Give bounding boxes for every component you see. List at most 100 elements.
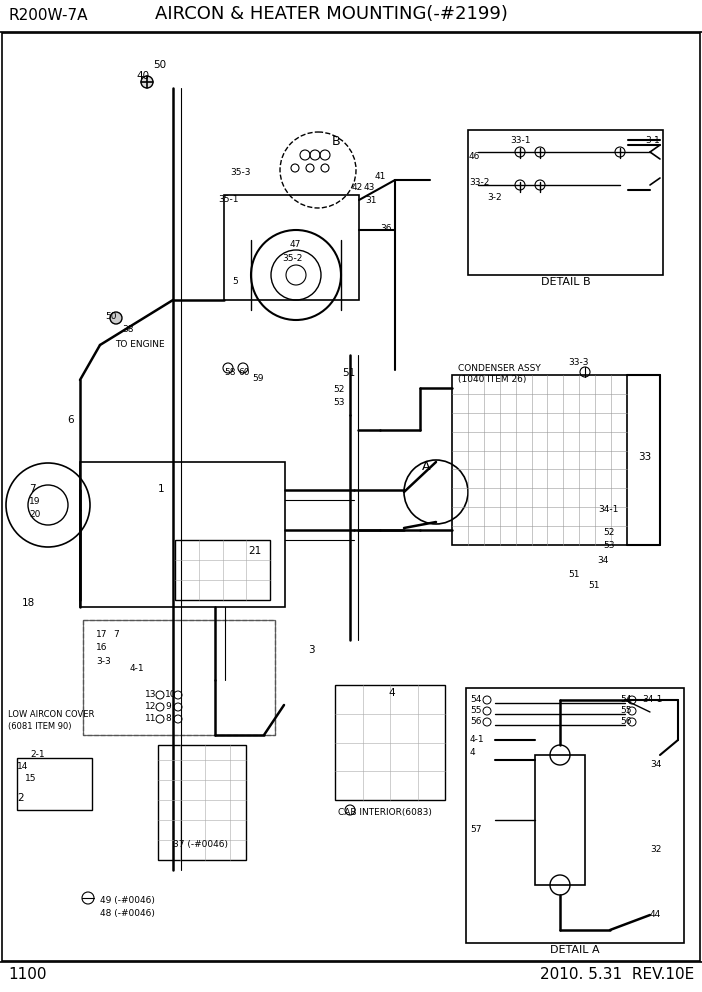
Text: 3-2: 3-2 [487,193,502,202]
Text: 47: 47 [290,240,301,249]
Text: 55: 55 [620,706,632,715]
Text: 2-1: 2-1 [30,750,45,759]
Bar [17,758,92,810]
Text: 35-1: 35-1 [218,195,239,204]
Text: 7: 7 [29,484,36,494]
Bar [535,755,585,885]
Text: 38: 38 [122,325,133,334]
Text: 34: 34 [650,760,661,769]
Text: 55: 55 [470,706,482,715]
Text: 53: 53 [333,398,345,407]
Text: 33-1: 33-1 [510,136,531,145]
Text: 15: 15 [25,774,37,783]
Text: 3: 3 [308,645,314,655]
Text: CONDENSER ASSY: CONDENSER ASSY [458,364,541,373]
Bar [158,745,246,860]
Text: 13: 13 [145,690,157,699]
Text: 3-3: 3-3 [96,657,111,666]
Circle shape [110,312,122,324]
Circle shape [141,76,153,88]
Text: 59: 59 [252,374,263,383]
Text: 60: 60 [238,368,249,377]
Text: 37 (-#0046): 37 (-#0046) [173,840,228,849]
Text: 40: 40 [136,71,149,81]
Text: 1100: 1100 [8,967,46,982]
Text: 31: 31 [365,196,376,205]
Text: TO ENGINE: TO ENGINE [115,340,165,349]
Text: A: A [422,460,430,473]
Text: 50: 50 [105,312,117,321]
Text: R200W-7A: R200W-7A [8,8,88,23]
Text: DETAIL A: DETAIL A [550,945,600,955]
Bar [224,195,359,300]
Text: 42: 42 [352,183,363,192]
Text: 32: 32 [650,845,661,854]
Text: 8: 8 [165,714,171,723]
Text: 14: 14 [17,762,28,771]
Text: 18: 18 [22,598,35,608]
Text: 34-1: 34-1 [642,695,663,704]
Bar [83,620,275,735]
Text: 9: 9 [165,702,171,711]
Text: 16: 16 [96,643,107,652]
Text: 3-1: 3-1 [645,136,660,145]
Text: 54: 54 [470,695,482,704]
Bar [466,688,684,943]
Bar [468,130,663,275]
Text: 20: 20 [29,510,41,519]
Text: 43: 43 [364,183,376,192]
Text: 33-3: 33-3 [568,358,588,367]
Bar [83,620,275,735]
Text: 5: 5 [232,277,238,286]
Text: 33: 33 [638,452,651,462]
Text: 21: 21 [248,546,261,556]
Text: 44: 44 [650,910,661,919]
Text: 36: 36 [380,224,392,233]
Text: DETAIL B: DETAIL B [541,277,590,287]
Text: 6: 6 [67,415,74,425]
Text: 4: 4 [388,688,395,698]
Text: 35-3: 35-3 [230,168,251,177]
Text: 56: 56 [620,717,632,726]
Text: 11: 11 [145,714,157,723]
Text: 4: 4 [470,748,476,757]
Bar [452,375,627,545]
Bar [80,462,285,607]
Text: LOW AIRCON COVER: LOW AIRCON COVER [8,710,94,719]
Text: 17: 17 [96,630,107,639]
Text: 12: 12 [145,702,157,711]
Text: (1040 ITEM 26): (1040 ITEM 26) [458,375,526,384]
Text: 34: 34 [597,556,609,565]
Text: 54: 54 [620,695,631,704]
Text: 2010. 5.31  REV.10E: 2010. 5.31 REV.10E [540,967,694,982]
Text: 35-2: 35-2 [282,254,303,263]
Text: (6081 ITEM 90): (6081 ITEM 90) [8,722,72,731]
Bar [175,540,270,600]
Text: 56: 56 [470,717,482,726]
Text: 19: 19 [29,497,41,506]
Text: 10: 10 [165,690,176,699]
Text: 7: 7 [113,630,119,639]
Text: 50: 50 [153,60,166,70]
Text: 4-1: 4-1 [130,664,145,673]
Text: 49 (-#0046): 49 (-#0046) [100,896,155,905]
Text: 48 (-#0046): 48 (-#0046) [100,909,155,918]
Bar [335,685,445,800]
Text: CAB INTERIOR(6083): CAB INTERIOR(6083) [338,808,432,817]
Text: AIRCON & HEATER MOUNTING(-#2199): AIRCON & HEATER MOUNTING(-#2199) [155,5,508,23]
Text: 51: 51 [588,581,600,590]
Text: B: B [332,135,340,148]
Text: 46: 46 [469,152,480,161]
Text: 57: 57 [470,825,482,834]
Text: 52: 52 [333,385,345,394]
Text: 4-1: 4-1 [470,735,484,744]
Text: 34-1: 34-1 [598,505,618,514]
Text: 41: 41 [375,172,386,181]
Text: 52: 52 [603,528,614,537]
Text: 58: 58 [224,368,235,377]
Text: 53: 53 [603,541,614,550]
Text: 51: 51 [342,368,355,378]
Text: 1: 1 [158,484,165,494]
Text: 51: 51 [568,570,579,579]
Text: 2: 2 [17,793,24,803]
